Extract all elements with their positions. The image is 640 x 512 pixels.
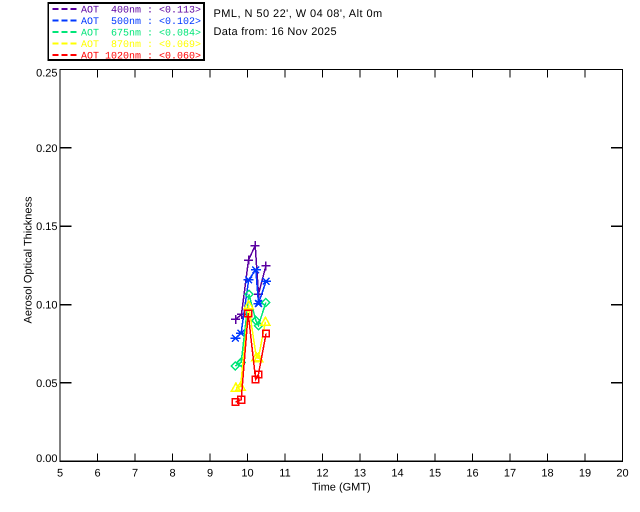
svg-text:15: 15 <box>429 468 441 480</box>
svg-text:7: 7 <box>132 468 138 480</box>
svg-text:PML, N 50 22', W 04 08', Alt 0: PML, N 50 22', W 04 08', Alt 0m <box>214 8 383 20</box>
svg-text:14: 14 <box>391 468 403 480</box>
svg-text:0.20: 0.20 <box>36 143 57 155</box>
svg-text:6: 6 <box>94 468 100 480</box>
svg-text:AOT 675nm : <0.084>: AOT 675nm : <0.084> <box>81 28 201 39</box>
svg-text:AOT 870nm : <0.069>: AOT 870nm : <0.069> <box>81 40 201 51</box>
svg-text:0.25: 0.25 <box>36 68 57 80</box>
svg-text:Data from: 16 Nov 2025: Data from: 16 Nov 2025 <box>214 26 337 38</box>
svg-text:0.00: 0.00 <box>36 453 57 465</box>
svg-text:20: 20 <box>616 468 628 480</box>
svg-text:11: 11 <box>279 468 290 480</box>
svg-text:17: 17 <box>504 468 516 480</box>
svg-text:9: 9 <box>207 468 213 480</box>
svg-text:AOT 1020nm : <0.060>: AOT 1020nm : <0.060> <box>81 51 201 62</box>
svg-text:10: 10 <box>241 468 253 480</box>
svg-text:AOT 400nm : <0.113>: AOT 400nm : <0.113> <box>81 5 201 16</box>
svg-text:13: 13 <box>354 468 366 480</box>
svg-text:Time (GMT): Time (GMT) <box>312 482 371 494</box>
svg-text:19: 19 <box>579 468 591 480</box>
svg-text:8: 8 <box>169 468 175 480</box>
svg-text:AOT 500nm : <0.102>: AOT 500nm : <0.102> <box>81 17 201 28</box>
svg-text:12: 12 <box>316 468 328 480</box>
svg-text:16: 16 <box>466 468 478 480</box>
svg-text:5: 5 <box>57 468 63 480</box>
svg-text:0.05: 0.05 <box>36 378 57 390</box>
svg-text:Aerosol Optical Thickness: Aerosol Optical Thickness <box>23 196 35 323</box>
svg-text:18: 18 <box>541 468 553 480</box>
svg-text:0.10: 0.10 <box>36 300 57 312</box>
svg-text:0.15: 0.15 <box>36 221 57 233</box>
